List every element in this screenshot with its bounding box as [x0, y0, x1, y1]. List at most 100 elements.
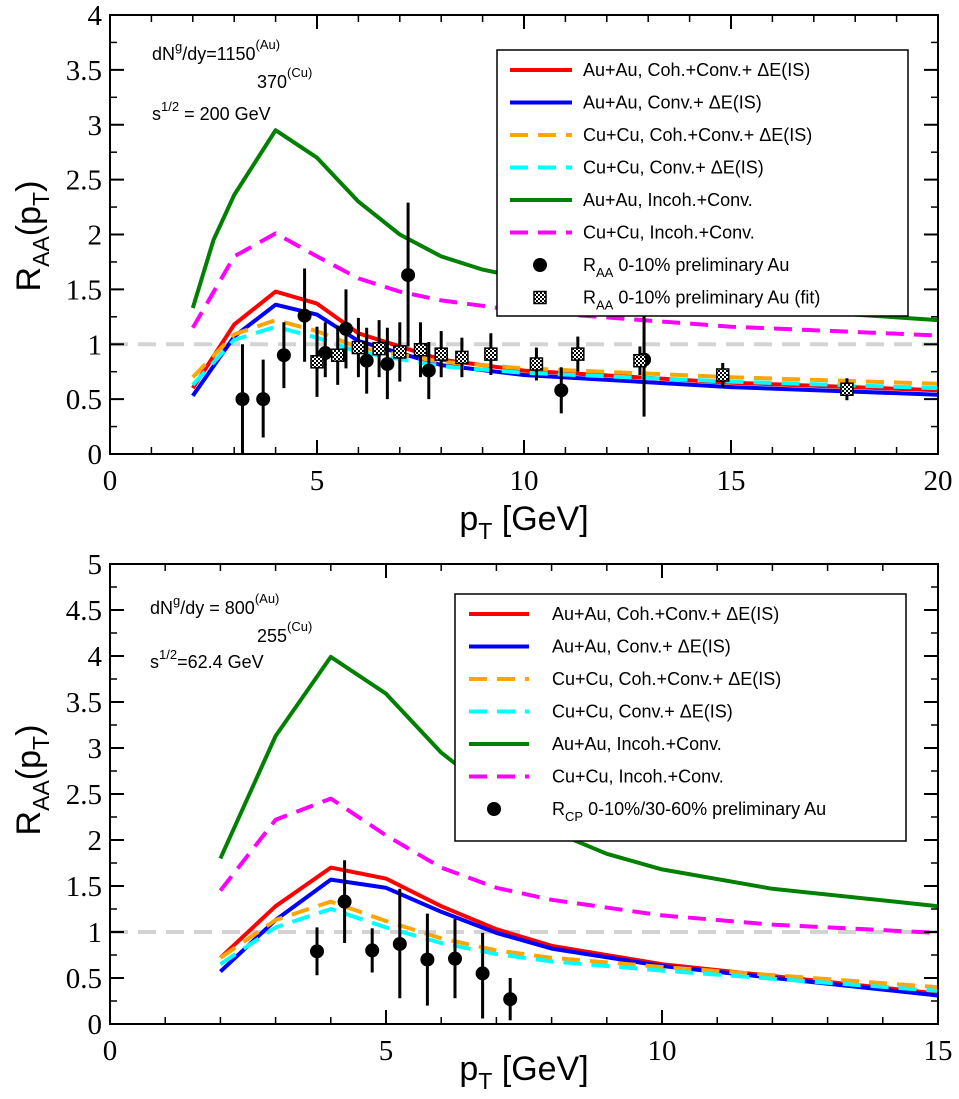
legend-box [496, 49, 909, 317]
legend-marker-square [533, 290, 547, 305]
legend-label: Au+Au, Coh.+Conv.+ ΔE(IS) [583, 60, 810, 80]
y-axis-title: RAA(pT) [10, 725, 54, 836]
bottom-chart: 0 5 10 15 0 0.5 1 1.5 2 2.5 3 3.5 4 4.5 5 pT [GeV] RAA… [10, 549, 953, 1094]
x-tick-label: 5 [379, 1035, 394, 1067]
legend-label: Cu+Cu, Incoh.+Conv. [583, 223, 755, 243]
x-axis-title: pT [GeV] [459, 1050, 588, 1094]
data-point [503, 992, 518, 1007]
x-axis-title: pT [GeV] [459, 500, 588, 544]
x-tick-label: 10 [648, 1035, 677, 1067]
y-tick-label: 2 [88, 220, 103, 252]
legend-label: Au+Au, Incoh.+Conv. [552, 734, 722, 754]
y-tick-label: 1.5 [66, 871, 102, 903]
legend: Au+Au, Coh.+Conv.+ ΔE(IS) Au+Au, Conv.+ Δ… [496, 49, 909, 317]
svg-text:370(Cu): 370(Cu) [257, 65, 312, 92]
data-point-fit [484, 347, 498, 361]
y-tick-label: 5 [88, 549, 103, 581]
legend-label: Au+Au, Incoh.+Conv. [583, 190, 753, 210]
series-line-cu-cu-incoh-conv [218, 796, 939, 935]
axis-ticks: 0 5 10 15 0 0.5 1 1.5 2 2.5 3 3.5 4 4.5 5 [66, 549, 953, 1067]
legend-label: Cu+Cu, Incoh.+Conv. [552, 767, 724, 787]
y-tick-label: 1.5 [66, 274, 102, 306]
y-tick-label: 0.5 [66, 963, 102, 995]
svg-text:s1/2 = 200 GeV: s1/2 = 200 GeV [152, 99, 271, 124]
data-point [297, 308, 312, 323]
y-tick-label: 2.5 [66, 779, 102, 811]
y-tick-label: 4 [88, 641, 103, 673]
y-tick-label: 4 [88, 0, 103, 32]
data-point-fit [393, 345, 407, 359]
data-point [554, 383, 569, 398]
series-line-au-au-coh-conv-e-is [219, 865, 939, 996]
legend-label: Au+Au, Conv.+ ΔE(IS) [583, 93, 762, 113]
data-point [338, 321, 353, 336]
legend-label: Au+Au, Conv.+ ΔE(IS) [552, 637, 731, 657]
y-tick-label: 1 [88, 917, 103, 949]
data-point [380, 357, 395, 372]
dndy-annotation: dNg/dy=1150(Au) 370(Cu) [152, 37, 312, 92]
y-tick-label: 0 [88, 1009, 103, 1041]
energy-annotation: s1/2=62.4 GeV [150, 647, 264, 672]
series-line-cu-cu-coh-conv-e-is [219, 899, 939, 990]
data-point [365, 943, 380, 958]
x-tick-label: 5 [310, 465, 325, 497]
data-point-fit [413, 342, 428, 357]
y-tick-label: 1 [88, 329, 103, 361]
data-point [475, 966, 490, 981]
y-tick-label: 2.5 [66, 165, 102, 197]
legend: Au+Au, Coh.+Conv.+ ΔE(IS) Au+Au, Conv.+ Δ… [454, 593, 907, 842]
data-point-fit [310, 355, 324, 369]
svg-text:dNg/dy = 800(Au): dNg/dy = 800(Au) [150, 591, 279, 618]
top-chart: 0 5 10 15 20 0 0.5 1 1.5 2 2.5 3 3.5 4 pT [GeV] RAA(p… [10, 0, 953, 544]
y-tick-label: 2 [88, 825, 103, 857]
x-tick-label: 10 [510, 465, 539, 497]
data-point [421, 363, 436, 378]
data-point [276, 348, 291, 363]
data-point-fit [529, 357, 544, 371]
data-point [448, 951, 462, 966]
data-point-fit [434, 347, 448, 361]
legend-box [454, 593, 907, 842]
y-axis-title: RAA(pT) [10, 181, 54, 292]
legend-label: Cu+Cu, Conv.+ ΔE(IS) [583, 158, 764, 178]
legend-label: Cu+Cu, Coh.+Conv.+ ΔE(IS) [583, 125, 812, 145]
data-point [256, 392, 271, 407]
data-point-fit [571, 347, 585, 361]
data-point [359, 353, 374, 368]
data-point-fit [455, 350, 469, 365]
data-point [235, 392, 250, 407]
dndy-annotation: dNg/dy = 800(Au) 255(Cu) [150, 591, 312, 646]
data-point [310, 944, 324, 959]
x-tick-label: 20 [924, 465, 953, 497]
svg-text:dNg/dy=1150(Au): dNg/dy=1150(Au) [152, 37, 280, 64]
data-point [337, 894, 352, 909]
data-point-fit [372, 341, 386, 356]
data-point [420, 952, 435, 967]
data-point-fit [633, 353, 647, 368]
data-point [392, 936, 407, 951]
y-tick-label: 3 [88, 110, 103, 142]
series-line-cu-cu-conv-e-is [219, 907, 939, 993]
legend-marker-circle [533, 258, 547, 272]
y-tick-label: 4.5 [66, 595, 102, 627]
x-tick-label: 0 [103, 1035, 118, 1067]
x-tick-label: 15 [717, 465, 746, 497]
x-tick-label: 0 [103, 465, 118, 497]
y-tick-label: 0.5 [66, 384, 102, 416]
series-line-au-au-conv-e-is [219, 877, 939, 998]
y-tick-label: 3.5 [66, 55, 102, 87]
data-markers [235, 202, 854, 454]
legend-label: Cu+Cu, Conv.+ ΔE(IS) [552, 702, 733, 722]
legend-marker-circle [487, 802, 501, 816]
y-tick-label: 0 [88, 439, 103, 471]
data-point-fit [351, 340, 366, 355]
svg-text:s1/2=62.4 GeV: s1/2=62.4 GeV [150, 647, 264, 672]
energy-annotation: s1/2 = 200 GeV [152, 99, 271, 124]
x-tick-label: 15 [924, 1035, 953, 1067]
data-markers [310, 860, 518, 1021]
y-tick-label: 3 [88, 733, 103, 765]
legend-label: Cu+Cu, Coh.+Conv.+ ΔE(IS) [552, 669, 781, 689]
data-point [401, 268, 416, 283]
svg-text:255(Cu): 255(Cu) [257, 619, 312, 646]
